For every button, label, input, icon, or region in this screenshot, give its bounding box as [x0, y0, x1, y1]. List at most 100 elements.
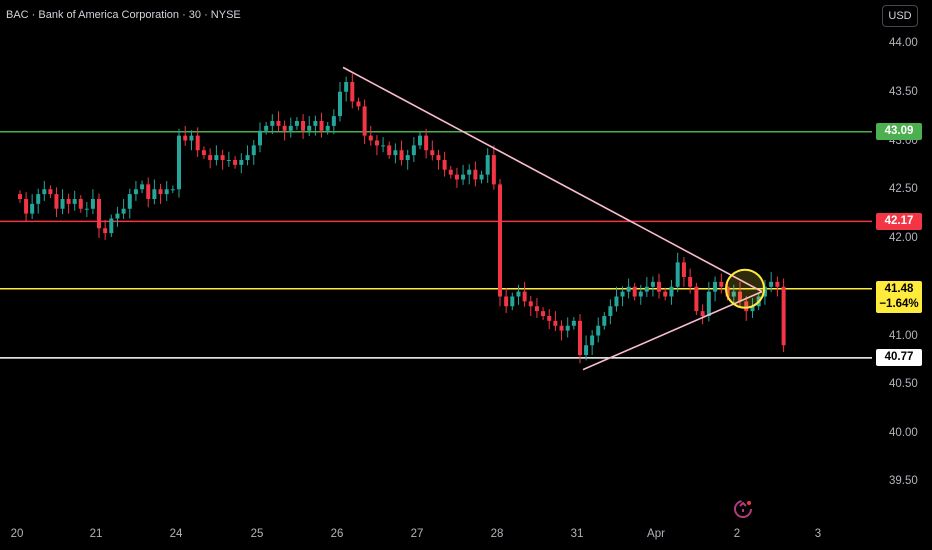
- candle-body: [663, 291, 668, 297]
- time-tick: 20: [10, 528, 24, 540]
- price-tick: 42.50: [889, 183, 918, 195]
- candle-body: [208, 155, 213, 160]
- candle-body: [140, 184, 145, 190]
- candle-body: [307, 125, 312, 131]
- candle-body: [276, 121, 281, 126]
- candle-body: [189, 135, 194, 141]
- candle-body: [602, 316, 607, 326]
- currency-button[interactable]: USD: [882, 5, 918, 27]
- candle-body: [491, 155, 496, 185]
- candle-body: [448, 169, 453, 175]
- candle-body: [362, 106, 367, 136]
- candle-body: [706, 291, 711, 316]
- candle-body: [405, 155, 410, 160]
- candle-body: [24, 199, 29, 214]
- candle-body: [177, 135, 181, 190]
- time-tick: 21: [89, 528, 103, 540]
- candle-body: [387, 145, 392, 156]
- candle-body: [30, 203, 35, 214]
- candle-body: [133, 189, 138, 195]
- candle-body: [251, 145, 256, 156]
- candle-body: [442, 160, 447, 170]
- candle-body: [183, 135, 188, 141]
- candle-body: [669, 286, 674, 297]
- candle-body: [632, 286, 637, 297]
- candle-body: [467, 169, 472, 175]
- candle-body: [725, 286, 730, 297]
- time-tick: 3: [814, 528, 822, 540]
- candle-body: [584, 345, 589, 355]
- candle-body: [97, 199, 101, 229]
- candle-body: [620, 291, 625, 297]
- candle-body: [233, 160, 238, 165]
- candle-body: [479, 174, 484, 180]
- price-tick: 42.00: [889, 232, 918, 244]
- candle-body: [547, 316, 552, 321]
- ascending-trendline: [582, 290, 763, 371]
- candle-body: [54, 194, 59, 209]
- candle-body: [214, 155, 219, 160]
- candle-body: [319, 121, 324, 131]
- candle-body: [313, 121, 318, 126]
- candle-body: [644, 286, 649, 292]
- candle-body: [781, 286, 786, 346]
- candle-body: [534, 306, 539, 312]
- candle-body: [719, 281, 724, 287]
- candle-body: [72, 199, 77, 204]
- candle-body: [115, 213, 120, 219]
- candle-body: [418, 135, 422, 146]
- candle-body: [650, 281, 655, 287]
- candle-body: [356, 101, 361, 107]
- candle-body: [399, 150, 404, 160]
- time-tick: 27: [410, 528, 424, 540]
- candle-body: [510, 296, 515, 307]
- time-tick: 25: [250, 528, 264, 540]
- candle-body: [344, 82, 349, 92]
- candle-body: [626, 286, 631, 292]
- candle-body: [294, 121, 299, 126]
- candle-body: [374, 140, 379, 146]
- candle-body: [657, 281, 661, 292]
- price-tick: 44.00: [889, 37, 918, 49]
- candle-body: [675, 262, 680, 287]
- candle-body: [393, 150, 398, 156]
- candle-body: [461, 174, 466, 180]
- candle-body: [331, 116, 336, 126]
- time-tick: Apr: [647, 528, 665, 540]
- last-price-label: 41.48: [884, 283, 914, 295]
- candle-body: [608, 306, 613, 316]
- symbol-header: BAC · Bank of America Corporation · 30 ·…: [6, 9, 241, 21]
- candle-body: [164, 189, 169, 195]
- candle-body: [762, 286, 767, 297]
- apex-highlight-circle: [725, 268, 765, 309]
- candle-body: [528, 301, 533, 307]
- price-tick: 43.50: [889, 86, 918, 98]
- time-tick: 2: [733, 528, 741, 540]
- time-tick: 24: [169, 528, 183, 540]
- time-tick: 31: [570, 528, 584, 540]
- descending-trendline: [342, 66, 763, 293]
- candle-body: [36, 194, 41, 204]
- candle-body: [694, 286, 699, 312]
- white-level-tag: 40.77: [876, 349, 922, 366]
- candle-body: [270, 121, 275, 126]
- red-level-tag: 42.17: [876, 213, 922, 230]
- time-tick: 26: [330, 528, 344, 540]
- candle-body: [146, 184, 151, 199]
- candle-body: [288, 125, 293, 131]
- candle-body: [473, 169, 478, 180]
- candle-body: [516, 291, 521, 297]
- yellow-level-tag: 41.48 −1.64%: [876, 281, 922, 313]
- candle-body: [565, 325, 570, 331]
- candle-body: [220, 155, 225, 160]
- price-tick: 40.50: [889, 378, 918, 390]
- candle-body: [688, 277, 693, 287]
- time-tick: 28: [490, 528, 504, 540]
- tradingview-refresh-icon: [732, 498, 754, 520]
- change-percent-label: −1.64%: [879, 298, 919, 310]
- candle-body: [103, 228, 108, 234]
- candle-body: [700, 311, 705, 316]
- candle-body: [301, 121, 306, 131]
- candle-body: [18, 194, 22, 199]
